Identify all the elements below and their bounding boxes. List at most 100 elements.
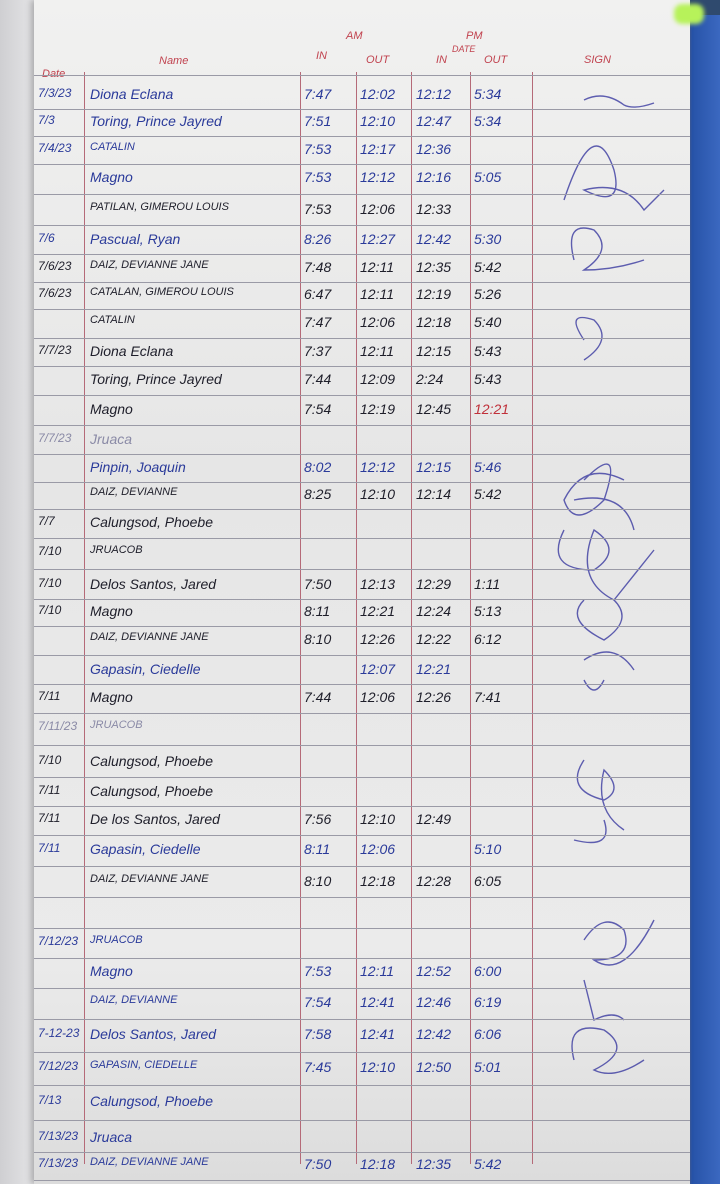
cell-pm-out: 1:11	[474, 576, 501, 592]
cell-name: Magno	[90, 603, 133, 619]
cell-pm-out: 6:05	[474, 873, 502, 889]
cell-date: 7/13/23	[38, 1129, 79, 1143]
cell-pm-in: 12:12	[416, 86, 452, 102]
ruled-line	[34, 1180, 690, 1181]
ruled-line	[34, 395, 690, 396]
cell-name: Toring, Prince Jayred	[90, 371, 222, 387]
cell-name: Diona Eclana	[90, 343, 174, 359]
cell-pm-out: 6:19	[474, 994, 502, 1010]
cell-pm-out: 7:41	[474, 689, 502, 705]
cell-name: De los Santos, Jared	[90, 811, 220, 827]
cell-am-out: 12:11	[360, 343, 394, 359]
cell-am-in: 8:02	[304, 459, 332, 475]
cell-name: Delos Santos, Jared	[90, 1026, 217, 1042]
cell-name: JRUACOB	[90, 719, 143, 731]
cell-name: DAIZ, DEVIANNE	[90, 486, 178, 498]
cell-am-in: 7:44	[304, 689, 332, 705]
cell-pm-in: 12:24	[416, 603, 452, 619]
cell-name: Calungsod, Phoebe	[90, 514, 213, 530]
ruled-line	[34, 309, 690, 310]
cell-date: 7/11	[38, 841, 61, 855]
header-pm-in: IN	[436, 54, 447, 66]
cell-date: 7/10	[38, 544, 62, 558]
ruled-line	[34, 425, 690, 426]
ruled-line	[34, 626, 690, 627]
cell-date: 7/6/23	[38, 286, 72, 300]
cell-pm-in: 12:35	[416, 259, 452, 275]
cell-name: Magno	[90, 689, 133, 705]
cell-am-out: 12:11	[360, 963, 394, 979]
ruled-line	[34, 598, 690, 600]
cell-am-out: 12:41	[360, 1026, 396, 1042]
cell-am-in: 7:50	[304, 576, 332, 592]
cell-am-out: 12:06	[360, 841, 396, 857]
cell-am-in: 7:37	[304, 343, 332, 359]
ruled-line	[34, 897, 690, 898]
cell-am-in: 7:47	[304, 86, 332, 102]
cell-date: 7/11	[38, 689, 61, 703]
cell-pm-in: 2:24	[416, 371, 444, 387]
cell-pm-out: 5:30	[474, 231, 502, 247]
column-rule	[356, 72, 357, 1164]
header-sign: SIGN	[584, 54, 611, 66]
column-rule	[411, 72, 412, 1164]
cell-date: 7/6	[38, 231, 55, 245]
cell-date: 7/10	[38, 753, 62, 767]
cell-pm-out: 5:10	[474, 841, 502, 857]
cell-pm-in: 12:36	[416, 141, 452, 157]
cell-am-in: 8:11	[304, 841, 331, 857]
ruled-line	[34, 281, 690, 283]
column-rule	[470, 72, 471, 1164]
header-pm-date: DATE	[452, 44, 476, 54]
cell-am-out: 12:06	[360, 201, 396, 217]
cell-name: CATALIN	[90, 141, 135, 153]
cell-am-out: 12:09	[360, 371, 396, 387]
cell-name: DAIZ, DEVIANNE JANE	[90, 1156, 209, 1168]
cell-am-out: 12:21	[360, 603, 396, 619]
cell-date: 7/12/23	[38, 934, 79, 948]
cell-name: Calungsod, Phoebe	[90, 753, 213, 769]
cell-am-out: 12:11	[360, 286, 394, 302]
cell-am-in: 7:54	[304, 994, 332, 1010]
cell-pm-out: 5:34	[474, 86, 502, 102]
cell-name: Calungsod, Phoebe	[90, 1093, 213, 1109]
cell-date: 7/7	[38, 514, 55, 528]
cell-am-out: 12:26	[360, 631, 396, 647]
cell-am-out: 12:12	[360, 169, 396, 185]
cell-pm-out: 12:21	[474, 401, 510, 417]
ruled-line	[34, 1085, 690, 1086]
ruled-line	[34, 1019, 690, 1020]
cell-pm-in: 12:35	[416, 1156, 452, 1172]
ruled-line	[34, 745, 690, 746]
cell-pm-in: 12:28	[416, 873, 452, 889]
cell-am-out: 12:11	[360, 259, 394, 275]
header-date: Date	[42, 68, 66, 80]
ruled-line	[34, 777, 690, 778]
header-am-out: OUT	[366, 54, 390, 66]
cell-pm-in: 12:29	[416, 576, 452, 592]
cell-am-out: 12:02	[360, 86, 396, 102]
cell-am-in: 7:53	[304, 201, 332, 217]
cell-name: Magno	[90, 963, 133, 979]
cell-am-in: 8:10	[304, 631, 332, 647]
cell-am-in: 7:58	[304, 1026, 332, 1042]
header-am: AM	[346, 30, 363, 42]
ruled-line	[34, 866, 690, 867]
cell-pm-in: 12:21	[416, 661, 452, 677]
cell-pm-out: 5:43	[474, 371, 502, 387]
cell-am-in: 7:45	[304, 1059, 332, 1075]
cell-pm-out: 6:12	[474, 631, 502, 647]
cell-am-in: 7:53	[304, 963, 332, 979]
cell-pm-out: 5:43	[474, 343, 502, 359]
cell-pm-out: 5:01	[474, 1059, 502, 1075]
cell-date: 7/6/23	[38, 259, 72, 273]
cell-am-in: 8:26	[304, 231, 332, 247]
ruled-line	[34, 366, 690, 367]
ruled-line	[34, 957, 690, 959]
cell-name: Gapasin, Ciedelle	[90, 661, 201, 677]
cell-pm-out: 5:05	[474, 169, 502, 185]
ruled-line	[34, 538, 690, 539]
cell-am-in: 7:50	[304, 1156, 332, 1172]
cell-am-out: 12:10	[360, 113, 396, 129]
cell-pm-out: 5:40	[474, 314, 502, 330]
